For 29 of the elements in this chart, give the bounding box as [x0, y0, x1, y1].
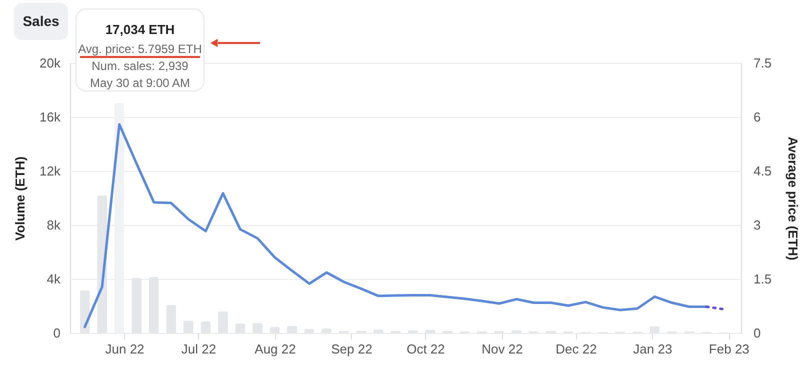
y2-tick-label: 0: [754, 326, 761, 340]
x-tick-label: Nov 22: [482, 342, 523, 356]
text: 17,034 ETH: [105, 22, 175, 37]
y2-tick-label: 1.5: [754, 272, 772, 286]
y-axis-title: Volume (ETH): [12, 156, 28, 241]
x-tick-label: Sep 22: [331, 342, 372, 356]
y-tick-label: 12k: [40, 164, 61, 178]
annotation: Num. sales: 2,939: [92, 59, 189, 73]
y-tick-label: 8k: [46, 218, 61, 232]
y-tick-label: 16k: [40, 110, 61, 124]
annotation: May 30 at 9:00 AM: [90, 76, 190, 90]
text: Sales: [22, 13, 60, 29]
x-tick-label: Aug 22: [254, 342, 296, 356]
y2-tick-label: 7.5: [754, 56, 772, 70]
text: Avg. price: 5.7959 ETH: [78, 42, 202, 56]
x-tick-label: Jul 22: [181, 342, 216, 356]
y-tick-label: 0: [53, 326, 60, 340]
y2-tick-label: 6: [754, 110, 761, 124]
y2-axis-title: Average price (ETH): [786, 136, 800, 260]
x-tick-label: Oct 22: [406, 342, 445, 356]
y2-tick-label: 3: [754, 218, 761, 232]
x-tick-label: Jun 22: [105, 342, 144, 356]
x-tick-label: Dec 22: [556, 342, 597, 356]
y-tick-label: 4k: [46, 272, 61, 286]
y-tick-label: 20k: [40, 56, 61, 70]
line-series: [84, 123, 708, 328]
x-tick-label: Jan 23: [633, 342, 672, 356]
y2-tick-label: 4.5: [754, 164, 772, 178]
x-tick-label: Feb 23: [708, 342, 750, 356]
